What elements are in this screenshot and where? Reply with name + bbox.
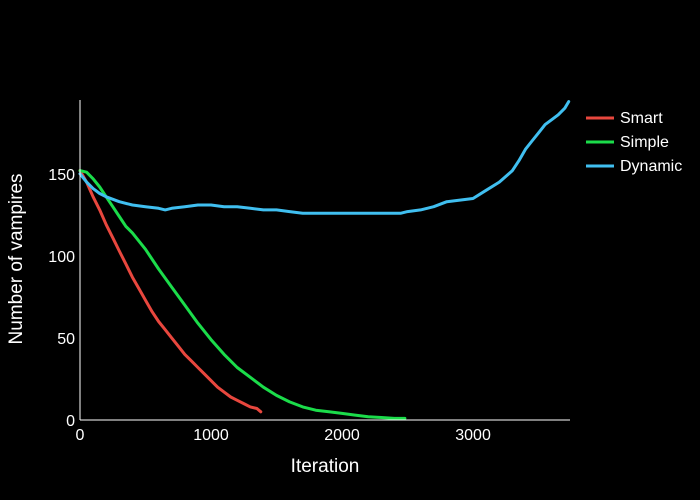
x-tick-label: 0 <box>76 427 85 444</box>
y-tick-label: 0 <box>66 413 75 430</box>
legend-label: Dynamic <box>620 158 682 175</box>
y-tick-label: 100 <box>48 249 75 266</box>
y-tick-label: 150 <box>48 167 75 184</box>
y-tick-label: 50 <box>57 331 75 348</box>
legend-label: Smart <box>620 110 663 127</box>
legend-item-smart[interactable]: Smart <box>586 110 663 127</box>
legend-item-dynamic[interactable]: Dynamic <box>586 158 682 175</box>
series-line-smart <box>78 169 263 414</box>
axes: 0 1000 2000 3000 0 50 100 150 <box>48 100 570 444</box>
x-tick-label: 1000 <box>193 427 229 444</box>
x-tick-label: 3000 <box>455 427 491 444</box>
legend-item-simple[interactable]: Simple <box>586 134 669 151</box>
series-line-simple <box>78 169 407 420</box>
x-axis-title: Iteration <box>291 456 360 477</box>
y-axis-title: Number of vampires <box>6 173 27 344</box>
series-line-dynamic <box>78 100 571 215</box>
x-tick-label: 2000 <box>324 427 360 444</box>
plot-area <box>78 100 571 420</box>
legend[interactable]: Smart Simple Dynamic <box>586 110 682 175</box>
legend-label: Simple <box>620 134 669 151</box>
